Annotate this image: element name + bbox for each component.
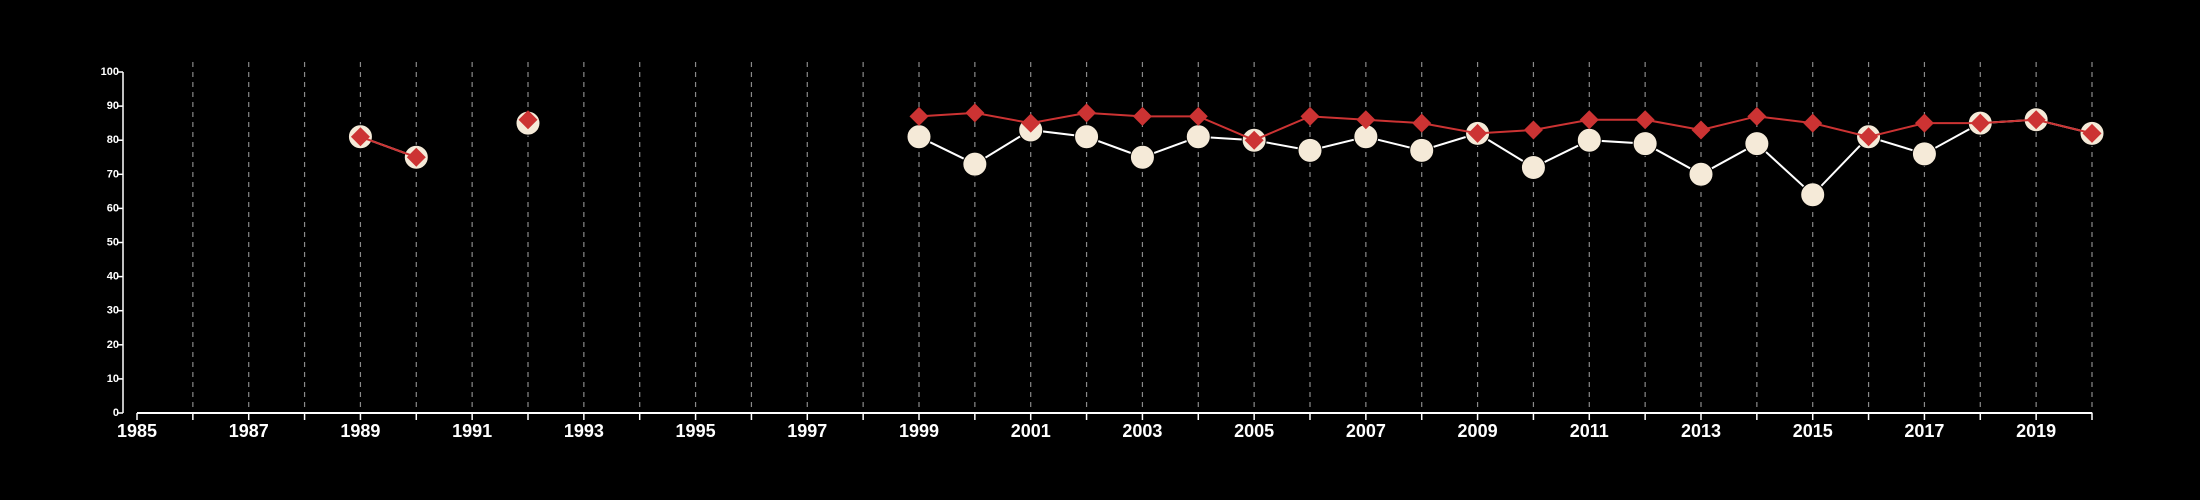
diamond-point-2016 [1859, 127, 1879, 147]
y-tick-label: 30 [107, 305, 119, 317]
series-layer [347, 103, 2105, 208]
y-tick-label: 40 [107, 271, 119, 283]
y-tick-label: 70 [107, 168, 119, 180]
x-tick-label: 1989 [340, 421, 380, 441]
diamond-point-2002 [1077, 103, 1097, 123]
series-2-line [918, 111, 2093, 142]
x-tick-label: 2009 [1458, 421, 1498, 441]
circle-point-2011 [1576, 127, 1602, 153]
diamond-point-2010 [1523, 120, 1543, 140]
x-tick-label: 2017 [1904, 421, 1944, 441]
y-tick-label: 20 [107, 339, 119, 351]
x-tick-label: 1999 [899, 421, 939, 441]
diamond-point-2017 [1914, 113, 1934, 133]
x-tick-label: 1985 [117, 421, 157, 441]
y-tick-label: 60 [107, 202, 119, 214]
x-tick-label: 2011 [1570, 421, 1609, 441]
circle-point-2003 [1129, 144, 1155, 170]
circle-point-2013 [1688, 161, 1714, 187]
diamond-point-2014 [1747, 106, 1767, 126]
diamond-point-2005 [1244, 130, 1264, 150]
circle-point-2012 [1632, 131, 1658, 157]
diamond-point-2004 [1188, 106, 1208, 126]
series-1-line [918, 118, 2093, 197]
series-2-line [360, 135, 417, 159]
diamond-point-1999 [909, 106, 929, 126]
circle-point-2004 [1185, 124, 1211, 150]
diamond-point-1992 [518, 110, 538, 130]
diamond-point-2003 [1132, 106, 1152, 126]
x-tick-label: 1995 [676, 421, 716, 441]
diamond-point-2008 [1412, 113, 1432, 133]
diamond-point-2006 [1300, 106, 1320, 126]
x-tick-label: 1987 [229, 421, 269, 441]
circle-point-2006 [1297, 137, 1323, 163]
diamond-point-2011 [1579, 110, 1599, 130]
diamond-point-2013 [1691, 120, 1711, 140]
x-tick-label: 1993 [564, 421, 604, 441]
x-tick-label: 2007 [1346, 421, 1386, 441]
diamond-point-2012 [1635, 110, 1655, 130]
circle-point-1999 [906, 124, 932, 150]
diamond-point-2001 [1021, 113, 1041, 133]
x-tick-label: 1991 [452, 421, 492, 441]
circle-point-2017 [1911, 141, 1937, 167]
x-tick-label: 2015 [1793, 421, 1833, 441]
diamond-point-2020 [2082, 123, 2102, 143]
x-tick-label: 2001 [1011, 421, 1051, 441]
x-tick-label: 2003 [1122, 421, 1162, 441]
x-tick-label: 2019 [2016, 421, 2056, 441]
y-tick-label: 10 [107, 373, 119, 385]
circle-point-2000 [962, 151, 988, 177]
circle-point-2015 [1800, 182, 1826, 208]
circle-point-2014 [1744, 131, 1770, 157]
diamond-point-2019 [2026, 110, 2046, 130]
circle-point-2008 [1409, 137, 1435, 163]
y-tick-label: 80 [107, 134, 119, 146]
diamond-point-2007 [1356, 110, 1376, 130]
diamond-point-2000 [965, 103, 985, 123]
diamond-point-2018 [1970, 113, 1990, 133]
diamond-point-2015 [1803, 113, 1823, 133]
x-tick-label: 2005 [1234, 421, 1274, 441]
y-axis-ticks: 0 10 20 30 40 50 60 70 80 90 100 [101, 66, 123, 419]
diamond-point-1989 [350, 127, 370, 147]
x-axis-ticks: 1985 1987 1989 1991 1993 1995 1997 1999 2001 2003… [117, 413, 2093, 441]
diamond-point-2009 [1468, 123, 1488, 143]
y-tick-label: 100 [101, 66, 119, 78]
y-tick-label: 0 [113, 407, 119, 419]
series-2 [350, 103, 2102, 167]
x-tick-label: 2013 [1681, 421, 1721, 441]
y-tick-label: 90 [107, 100, 119, 112]
diamond-point-1990 [406, 147, 426, 167]
circle-point-2010 [1520, 154, 1546, 180]
grid-lines [192, 62, 2093, 413]
circle-point-2002 [1074, 124, 1100, 150]
y-tick-label: 50 [107, 237, 119, 249]
x-tick-label: 1997 [787, 421, 827, 441]
